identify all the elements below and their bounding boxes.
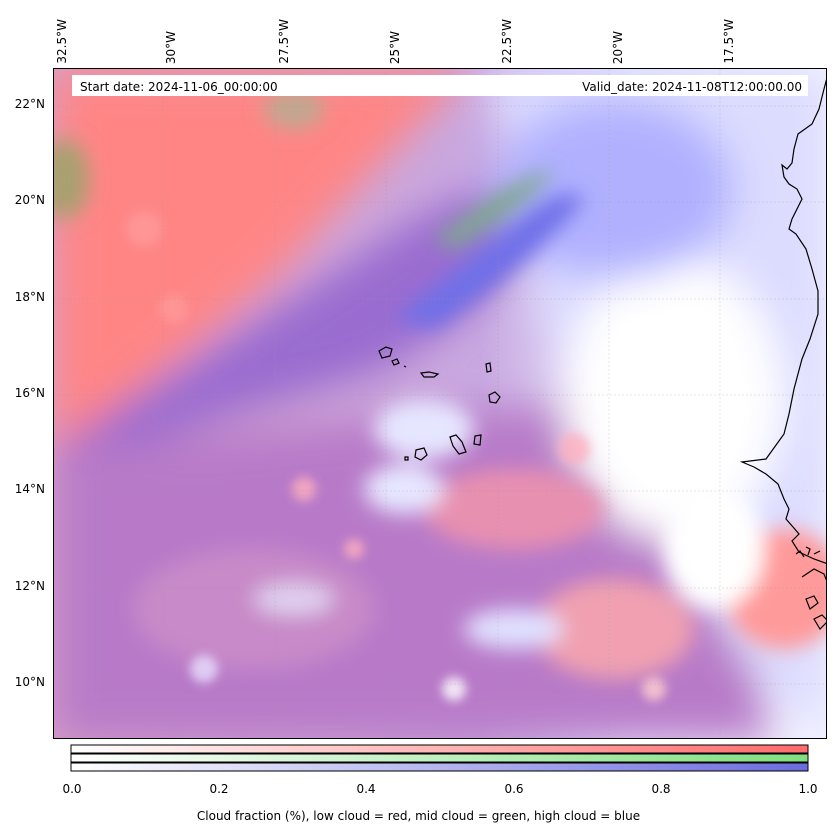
island-sal — [485, 362, 492, 373]
lat-label-20n: 20°N — [14, 193, 45, 207]
lat-label-22n: 22°N — [14, 97, 45, 111]
lat-label-16n: 16°N — [14, 386, 45, 400]
island-fogo — [414, 447, 428, 461]
guinea-bissau-islands — [795, 546, 826, 630]
start-date-label: Start date: 2024-11-06_00:00:00 — [80, 80, 278, 94]
west-africa-coastline — [739, 79, 826, 564]
island-maio — [473, 434, 482, 446]
colorbar-tick-0-2: 0.2 — [209, 782, 229, 796]
valid-date-label: Valid_date: 2024-11-08T12:00:00.00 — [582, 80, 802, 94]
colorbar-tick-0-8: 0.8 — [651, 782, 671, 796]
clear-patch-east — [564, 259, 784, 539]
high-cloud-northeast — [494, 99, 734, 279]
island-sao-vicente — [391, 358, 400, 366]
lon-label-25w: 25°W — [388, 30, 402, 64]
high-cloud-streak — [394, 193, 584, 329]
island-santa-luzia — [403, 365, 407, 368]
speckles — [126, 211, 666, 701]
lon-label-22-5w: 22.5°W — [500, 19, 514, 64]
map-canvas: Start date: 2024-11-06_00:00:00 Valid_da… — [54, 69, 826, 738]
cloud-fraction-map: Start date: 2024-11-06_00:00:00 Valid_da… — [53, 68, 827, 739]
lon-label-27-5w: 27.5°W — [277, 19, 291, 64]
clear-patch-5 — [664, 489, 764, 609]
colorbar-tick-0-4: 0.4 — [356, 782, 376, 796]
colorbar-tick-1: 1.0 — [798, 782, 818, 796]
cloud-details — [54, 89, 826, 679]
low-cloud-patch-2 — [534, 579, 694, 679]
lat-label-12n: 12°N — [14, 579, 45, 593]
low-cloud-northwest — [54, 69, 474, 449]
island-boa-vista — [488, 391, 501, 404]
lon-label-30w: 30°W — [164, 30, 178, 64]
colorbar-mid — [70, 753, 809, 763]
low-cloud-patch-1 — [424, 469, 604, 549]
cape-verde-islands — [378, 346, 501, 461]
colorbar-low — [70, 744, 809, 754]
lon-label-20w: 20°W — [611, 30, 625, 64]
mid-cloud-streak — [434, 169, 554, 249]
clear-patch-3 — [464, 609, 564, 649]
low-cloud-patch-3 — [134, 549, 374, 669]
clear-patch-2 — [364, 464, 444, 514]
mid-cloud-patch-northwest — [54, 139, 89, 219]
colorbar-high — [70, 762, 809, 772]
lat-label-10n: 10°N — [14, 675, 45, 689]
island-santiago — [449, 434, 467, 455]
island-santo-antao — [378, 346, 393, 359]
island-sao-nicolau — [419, 371, 440, 378]
island-brava — [404, 456, 409, 461]
lon-label-32-5w: 32.5°W — [55, 19, 69, 64]
clear-patch-4 — [254, 583, 334, 615]
mid-cloud-patch-north — [264, 89, 324, 129]
header-bar — [72, 75, 808, 96]
lat-label-18n: 18°N — [14, 290, 45, 304]
colorbar-label: Cloud fraction (%), low cloud = red, mid… — [196, 809, 641, 823]
graticule — [54, 69, 826, 738]
colorbar-tick-0-6: 0.6 — [504, 782, 524, 796]
lon-label-17-5w: 17.5°W — [722, 19, 736, 64]
clear-patch-1 — [374, 399, 474, 459]
mixed-cloud-band — [54, 186, 554, 489]
colorbar — [70, 744, 809, 772]
lat-label-14n: 14°N — [14, 482, 45, 496]
colorbar-tick-0: 0.0 — [62, 782, 82, 796]
